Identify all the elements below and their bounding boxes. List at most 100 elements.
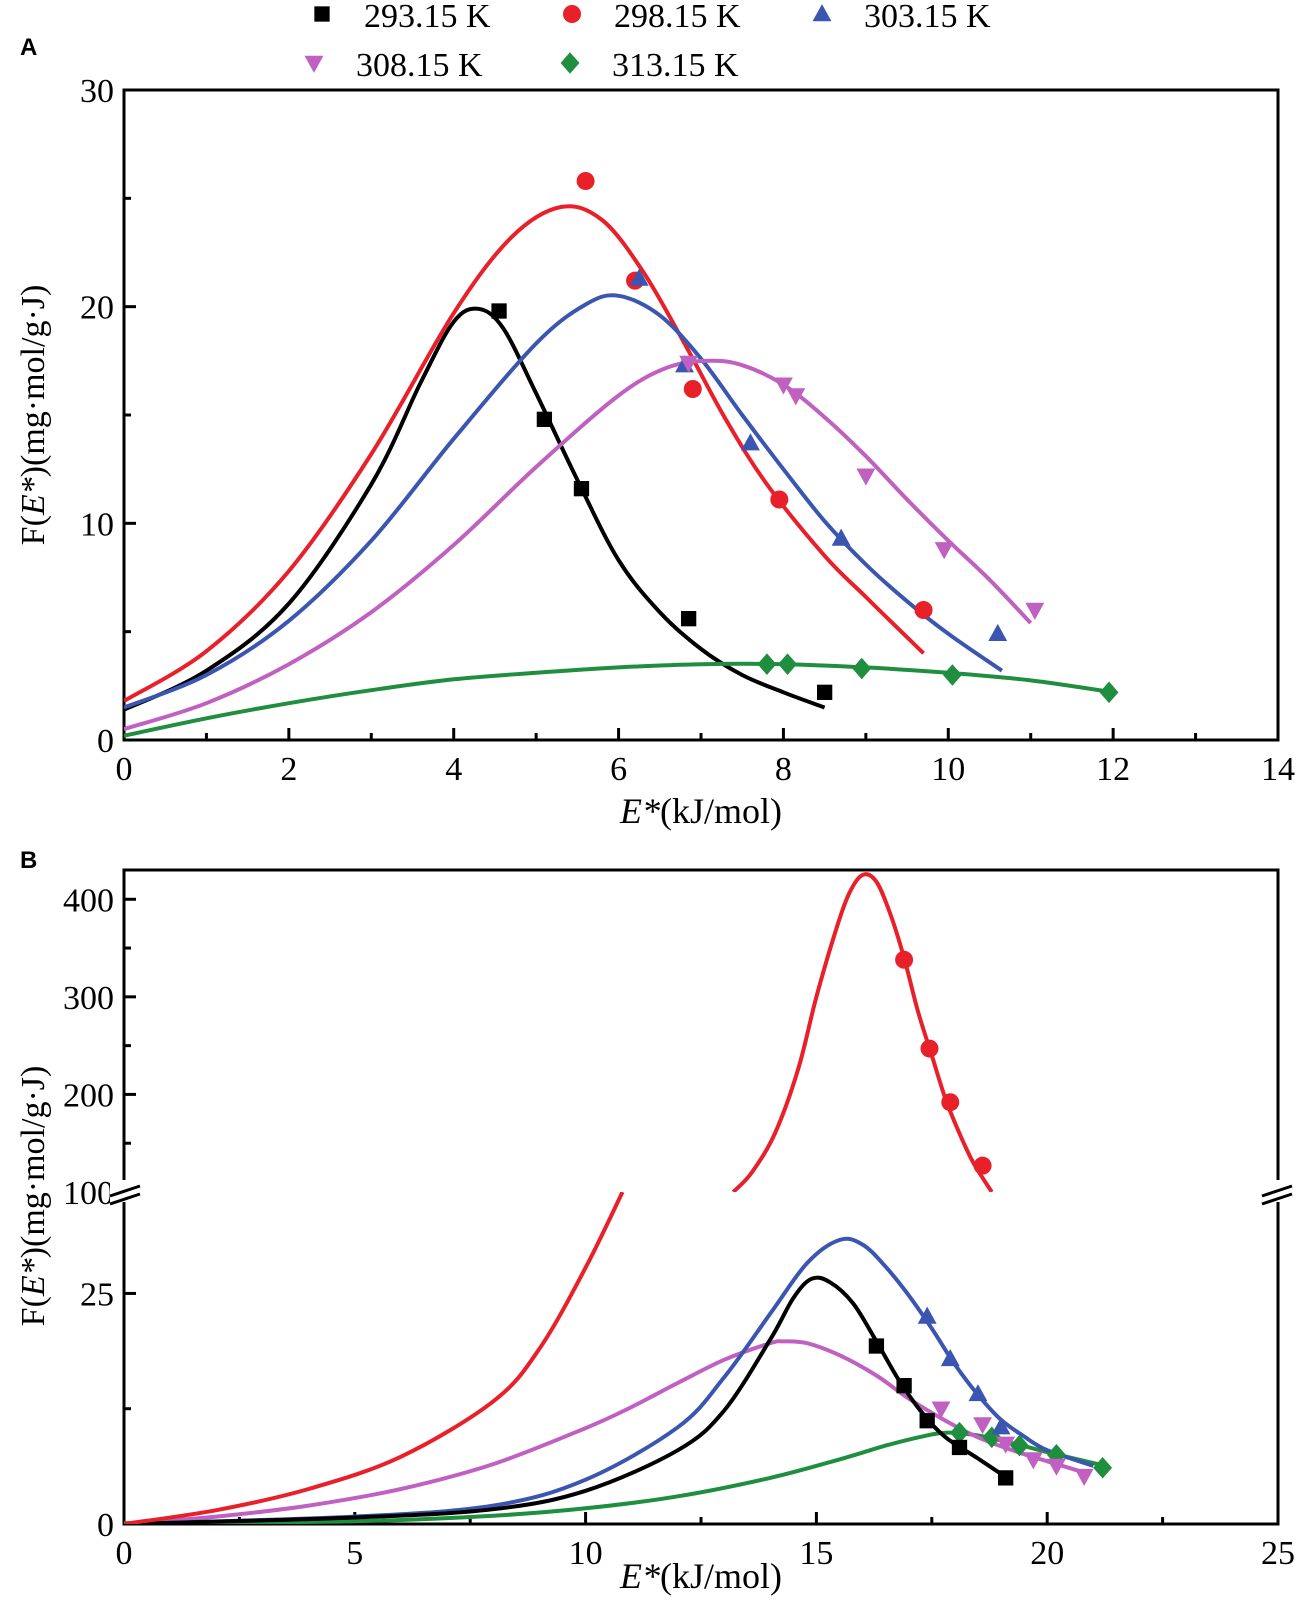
panel-a-plot	[124, 172, 1119, 738]
data-point	[536, 411, 553, 427]
data-point	[680, 611, 697, 627]
data-point	[940, 1349, 960, 1367]
panel-a-frame	[122, 88, 1280, 742]
fit-curve	[124, 358, 1033, 732]
data-point	[1010, 1434, 1029, 1457]
legend-circle-marker	[563, 5, 581, 23]
x-tick-label: 10	[569, 1535, 603, 1572]
x-tick-label: 8	[775, 751, 792, 788]
data-point	[778, 653, 797, 675]
data-point	[629, 268, 649, 286]
legend-item: 313.15 K	[560, 47, 739, 84]
data-point	[786, 388, 806, 406]
x-tick-label: 2	[280, 751, 297, 788]
legend-label: 298.15 K	[614, 0, 741, 35]
legend-item: 298.15 K	[563, 0, 741, 35]
x-tick-label: 14	[1261, 751, 1295, 788]
data-point	[770, 490, 789, 509]
panel-b-plot	[124, 872, 1113, 1524]
data-point	[973, 1417, 993, 1435]
data-point	[996, 1436, 1016, 1454]
data-point	[683, 380, 702, 398]
panel-a: A 0 2 4 6 8 10 12 14 0 10 20 30 E*(kJ/mol) F(E*)(mg…	[15, 34, 1295, 831]
legend-label: 308.15 K	[356, 47, 483, 84]
data-point	[950, 1421, 969, 1444]
data-point	[917, 1306, 937, 1324]
panel-a-axes: 0 2 4 6 8 10 12 14 0 10 20 30	[80, 73, 1295, 788]
data-point	[831, 528, 851, 546]
data-point	[988, 623, 1008, 642]
data-point	[942, 664, 962, 686]
data-point	[1046, 1458, 1066, 1476]
fit-curve	[124, 1192, 625, 1524]
legend-item: 303.15 K	[812, 0, 991, 35]
data-point	[896, 1378, 912, 1394]
legend: 293.15 K 298.15 K 303.15 K 308.15 K 313.15 K	[304, 0, 991, 84]
data-point	[934, 542, 954, 560]
y-tick-label: 400	[63, 882, 114, 919]
data-point	[757, 653, 777, 675]
legend-triangle-up-marker	[812, 4, 832, 22]
panel-b-upper-region	[731, 872, 994, 1192]
panel-b-frame	[122, 868, 1280, 1526]
fit-curve	[124, 204, 925, 703]
data-point	[1023, 1452, 1043, 1470]
fit-curve	[731, 872, 994, 1192]
panel-b-axes: 0 5 10 15 20 25 0 25 100 200 300 400	[63, 882, 1295, 1572]
y-tick-label: 0	[97, 723, 114, 760]
data-point	[931, 1401, 951, 1419]
data-point	[914, 601, 933, 619]
panel-b-ylabel: F(E*)(mg·mol/g·J)	[15, 1066, 52, 1327]
y-tick-label: 30	[80, 73, 114, 110]
x-tick-label: 25	[1261, 1535, 1295, 1572]
legend-square-marker	[314, 6, 330, 22]
right-axis-break-mark	[1261, 1184, 1293, 1198]
y-tick-label: 10	[80, 506, 114, 543]
x-tick-label: 20	[1030, 1535, 1064, 1572]
y-tick-label: 20	[80, 290, 114, 327]
y-tick-label: 25	[80, 1276, 114, 1313]
x-tick-label: 0	[116, 1535, 133, 1572]
fit-curve	[124, 306, 826, 712]
data-point	[868, 1338, 885, 1354]
y-tick-label: 0	[97, 1507, 114, 1544]
fit-curve	[124, 1236, 1095, 1524]
legend-triangle-down-marker	[304, 55, 324, 73]
legend-label: 303.15 K	[864, 0, 991, 35]
legend-item: 308.15 K	[304, 47, 483, 84]
x-tick-label: 15	[799, 1535, 833, 1572]
left-axis-break-mark	[109, 1184, 141, 1198]
x-tick-label: 6	[610, 751, 627, 788]
data-point	[816, 684, 833, 700]
panel-a-label: A	[20, 34, 37, 61]
x-tick-label: 4	[445, 751, 462, 788]
data-point	[576, 172, 595, 190]
data-point	[1093, 1456, 1113, 1479]
data-point	[856, 468, 876, 486]
data-point	[741, 433, 760, 451]
legend-item: 293.15 K	[314, 0, 491, 35]
data-point	[919, 1413, 935, 1429]
y-tick-label: 100	[63, 1175, 114, 1212]
data-point	[679, 355, 699, 373]
data-point	[852, 657, 872, 680]
right-axis-break-mark	[1261, 1192, 1293, 1206]
y-tick-label: 200	[63, 1077, 114, 1114]
data-point	[991, 1417, 1011, 1435]
panel-b-xlabel: E*(kJ/mol)	[619, 1556, 782, 1596]
left-axis-break-mark	[109, 1192, 141, 1206]
data-point	[1099, 681, 1119, 704]
data-point	[773, 377, 793, 395]
panel-b: B 0 5 10 15 20 25 0 25 100 200 300 400 E*(kJ/mol) F…	[15, 847, 1295, 1596]
data-point	[973, 1156, 992, 1175]
panel-b-label: B	[20, 847, 37, 874]
data-point	[1074, 1468, 1094, 1486]
data-point	[951, 1439, 968, 1456]
legend-label: 313.15 K	[612, 47, 739, 84]
panel-b-lower-region	[124, 1192, 1108, 1524]
data-point	[920, 1039, 939, 1058]
data-point	[573, 481, 590, 497]
y-tick-label: 300	[63, 980, 114, 1017]
legend-diamond-marker	[560, 52, 580, 74]
